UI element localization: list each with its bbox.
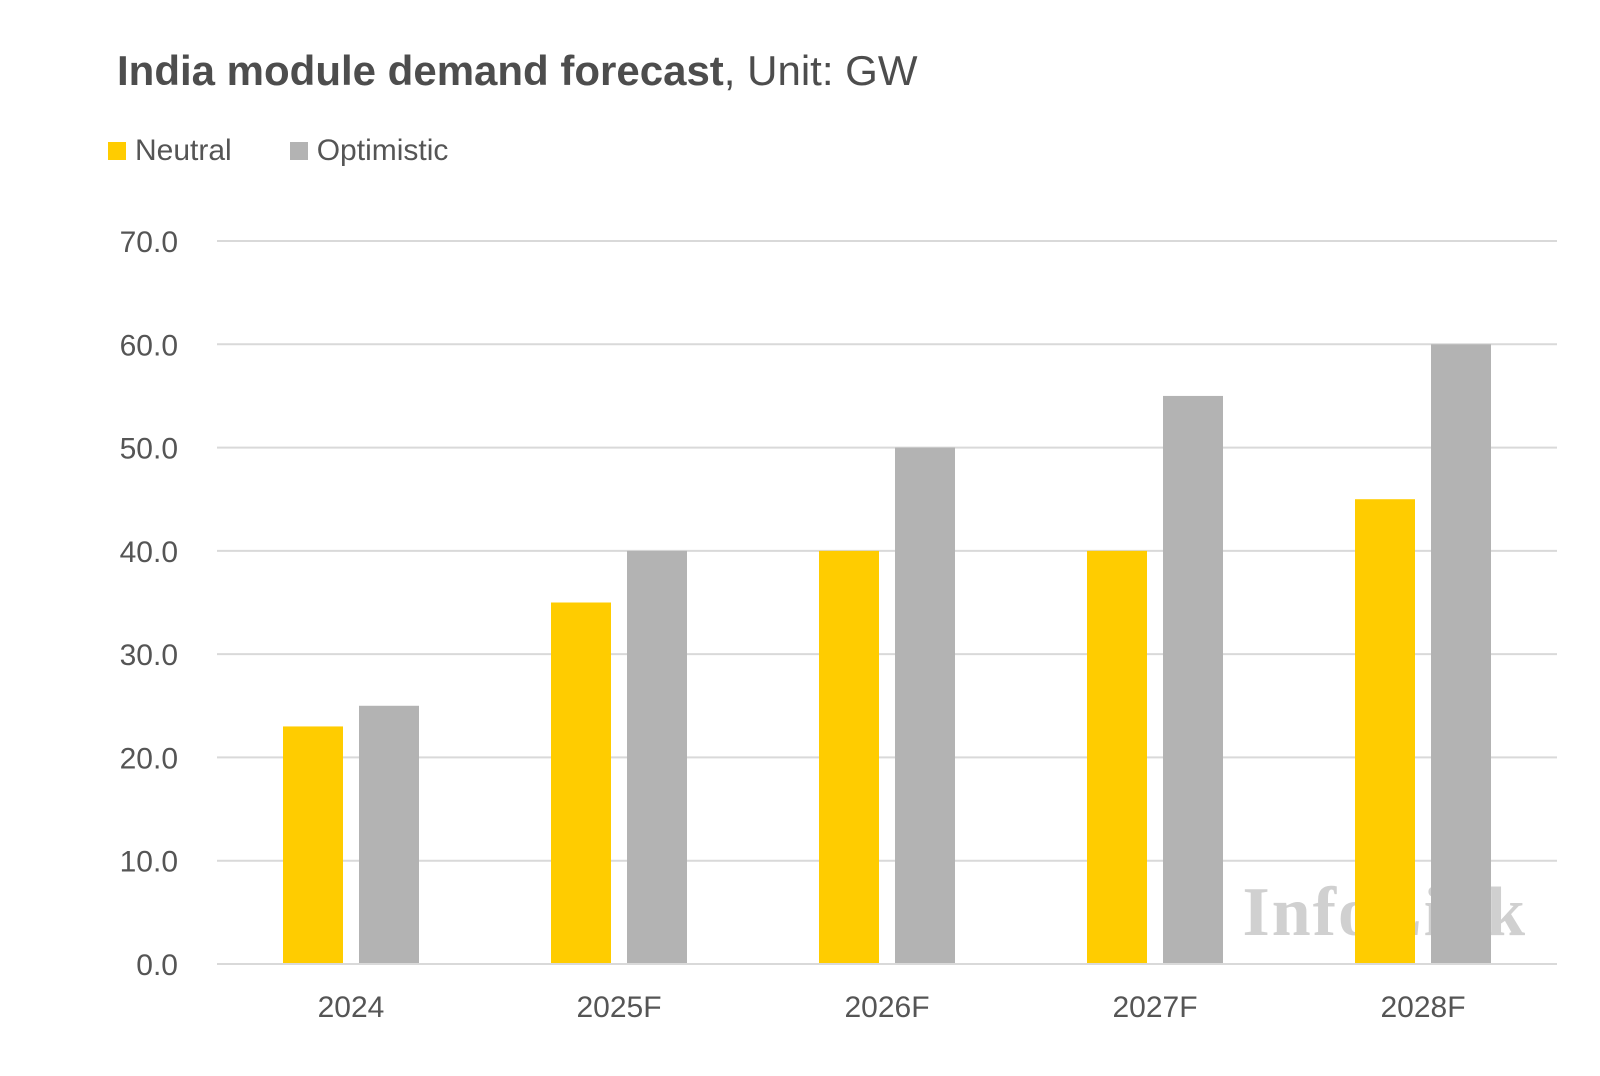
chart-title: India module demand forecast, Unit: GW	[117, 47, 918, 94]
legend-swatch-neutral	[108, 142, 126, 160]
bar-optimistic-2028f	[1431, 344, 1491, 964]
y-tick-label: 0.0	[136, 949, 178, 982]
chart-legend: Neutral Optimistic	[108, 136, 448, 166]
bar-neutral-2027f	[1087, 550, 1147, 964]
y-tick-label: 30.0	[120, 639, 178, 672]
legend-swatch-optimistic	[289, 142, 308, 160]
bar-optimistic-2027f	[1163, 395, 1223, 964]
x-axis-ticks: 2024 2025F 2026F 2027F 2028F	[318, 991, 1466, 1024]
chart-title-bold: India module demand forecast	[117, 47, 724, 94]
legend-label-neutral: Neutral	[135, 134, 232, 167]
bar-neutral-2026f	[819, 550, 879, 964]
legend-item-neutral: Neutral	[108, 136, 232, 166]
legend-item-optimistic: Optimistic	[289, 134, 449, 167]
x-tick-label: 2027F	[1112, 991, 1197, 1024]
y-tick-label: 10.0	[120, 846, 178, 879]
y-tick-label: 70.0	[120, 226, 178, 259]
chart-title-unit: , Unit: GW	[723, 47, 918, 94]
bar-neutral-2028f	[1355, 499, 1415, 964]
gridlines	[217, 240, 1557, 862]
bars	[283, 344, 1491, 965]
x-tick-label: 2026F	[844, 991, 929, 1024]
x-tick-label: 2024	[318, 991, 385, 1024]
bar-neutral-2024	[283, 726, 343, 964]
bar-optimistic-2024	[359, 705, 419, 964]
y-tick-label: 20.0	[120, 742, 178, 775]
x-tick-label: 2025F	[576, 991, 661, 1024]
y-axis-ticks: 0.0 10.0 20.0 30.0 40.0 50.0 60.0 70.0	[120, 226, 178, 982]
bar-optimistic-2026f	[895, 447, 955, 965]
legend-label-optimistic: Optimistic	[316, 134, 449, 167]
y-tick-label: 60.0	[120, 329, 178, 362]
x-tick-label: 2028F	[1380, 991, 1465, 1024]
bar-neutral-2025f	[551, 602, 611, 964]
bar-optimistic-2025f	[627, 550, 687, 964]
y-tick-label: 40.0	[120, 536, 178, 569]
y-tick-label: 50.0	[120, 433, 178, 466]
